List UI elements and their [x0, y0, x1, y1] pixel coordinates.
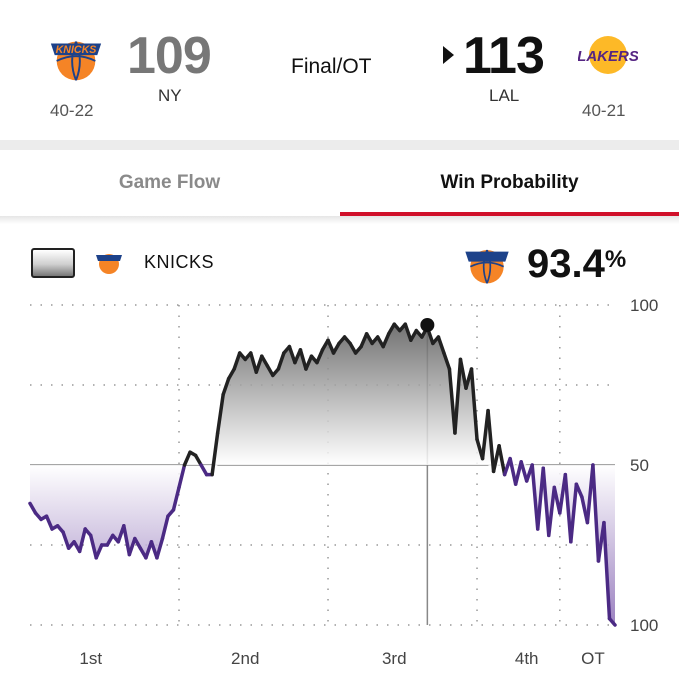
win-probability-segment [574, 482, 584, 499]
chart-lines [28, 318, 617, 627]
home-record: 40-21 [582, 101, 626, 120]
win-probability-segment [182, 450, 192, 467]
win-probability-segment [497, 444, 507, 477]
win-probability-segment [530, 463, 540, 531]
win-probability-segment [469, 367, 479, 442]
win-probability-segment [160, 514, 170, 541]
win-probability-segment [547, 485, 557, 538]
win-probability-segment [199, 463, 209, 477]
win-probability-segment [331, 341, 341, 355]
knicks-logo-icon[interactable]: KNICKS [47, 30, 105, 88]
win-probability-segment [326, 338, 336, 355]
knicks-logo-icon [462, 240, 512, 290]
away-record: 40-22 [50, 101, 94, 120]
win-probability-segment [276, 351, 286, 371]
home-score: 113 [463, 27, 545, 85]
win-probability-segment [260, 354, 270, 368]
y-axis-label: 100 [630, 296, 658, 315]
win-probability-value: 93.4% [527, 242, 626, 287]
win-probability-segment [541, 466, 551, 538]
win-probability-segment [155, 536, 165, 560]
win-probability-segment [61, 530, 71, 550]
lakers-logo-icon[interactable]: LAKERS [577, 34, 639, 76]
win-probability-segment [77, 527, 87, 554]
win-probability-segment [591, 463, 601, 563]
win-probability-segment [226, 367, 236, 381]
current-point-marker[interactable] [420, 318, 435, 332]
x-axis-period-label: 1st [79, 649, 102, 668]
legend-team-name: KNICKS [144, 252, 215, 272]
win-probability-segment [453, 357, 463, 435]
game-status: Final/OT [291, 55, 372, 78]
win-probability-number: 93.4 [527, 242, 605, 286]
win-probability-unit: % [604, 246, 627, 273]
knicks-favored-area [30, 324, 615, 465]
away-abbr: NY [158, 86, 182, 105]
away-score: 109 [127, 27, 212, 85]
win-probability-segment [458, 357, 468, 390]
tab-game-flow[interactable]: Game Flow [118, 172, 221, 193]
win-probability-segment [436, 335, 446, 355]
win-probability-chart[interactable]: 100 50 100 1st 2nd 3rd 4th OT [0, 295, 679, 680]
win-probability-segment [442, 351, 452, 371]
win-probability-segment [88, 533, 98, 560]
win-probability-segment [298, 348, 308, 371]
win-probability-segment [381, 332, 391, 349]
svg-text:KNICKS: KNICKS [56, 44, 97, 56]
scoreboard: KNICKS 40-22 109 NY Final/OT 113 LAL LAK… [0, 0, 679, 140]
y-axis-label: 50 [630, 456, 649, 475]
tabs-shadow [0, 216, 679, 224]
win-probability-segment [508, 456, 518, 486]
win-probability-segment [127, 536, 137, 557]
x-axis-period-label: 2nd [231, 649, 259, 668]
view-tabs: Game Flow Win Probability [0, 150, 679, 217]
win-probability-segment [315, 348, 325, 365]
chart-labels: 100 50 100 1st 2nd 3rd 4th OT [79, 296, 658, 668]
win-probability-segment [193, 453, 203, 467]
win-probability-segment [602, 520, 612, 621]
win-probability-segment [221, 376, 231, 397]
win-probability-segment [403, 322, 413, 342]
win-probability-segment [232, 351, 242, 371]
win-probability-segment [287, 344, 297, 365]
win-probability-segment [44, 514, 54, 531]
active-tab-indicator [340, 212, 679, 216]
winner-arrow-icon [443, 46, 454, 64]
win-probability-segment [563, 472, 573, 544]
win-probability-segment [607, 616, 617, 627]
win-probability-segment [304, 354, 314, 371]
win-probability-segment [513, 460, 523, 486]
tab-win-probability[interactable]: Win Probability [440, 172, 579, 193]
win-probability-segment [519, 460, 529, 483]
win-probability-segment [359, 332, 369, 349]
win-probability-segment [569, 482, 579, 544]
x-axis-period-label: 3rd [382, 649, 407, 668]
x-axis-period-label: OT [581, 649, 605, 668]
knicks-logo-icon [94, 248, 124, 278]
win-probability-segment [177, 463, 187, 490]
win-probability-segment [249, 351, 259, 374]
chart-fills [30, 324, 615, 625]
win-probability-segment [215, 392, 225, 435]
legend-swatch [31, 248, 75, 278]
lakers-favored-area [30, 465, 615, 625]
svg-text:LAKERS: LAKERS [578, 48, 638, 65]
win-probability-segment [254, 354, 264, 374]
x-axis-period-label: 4th [515, 649, 539, 668]
home-abbr: LAL [489, 86, 520, 105]
win-probability-segment [210, 431, 220, 477]
win-probability-segment [28, 501, 38, 515]
section-divider [0, 140, 679, 150]
win-probability-segment [133, 536, 143, 550]
win-probability-segment [122, 524, 132, 557]
win-probability-segment [171, 485, 181, 512]
y-axis-label: 100 [630, 616, 658, 635]
win-probability-segment [486, 408, 496, 474]
win-probability-segment [94, 543, 104, 560]
